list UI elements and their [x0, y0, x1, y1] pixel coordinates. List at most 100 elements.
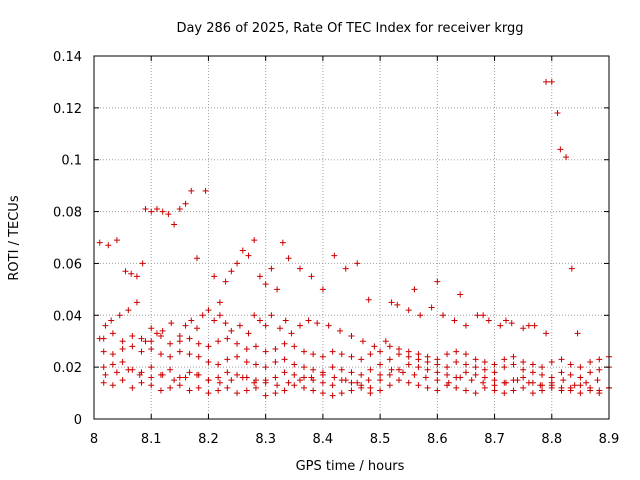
data-point [453, 348, 460, 355]
data-point [119, 338, 126, 345]
data-point [301, 384, 308, 391]
data-point [377, 387, 384, 394]
data-point [125, 366, 132, 373]
data-point [395, 345, 402, 352]
data-point [329, 392, 336, 399]
data-point [481, 358, 488, 365]
data-point [587, 387, 594, 394]
data-point [136, 371, 143, 378]
data-point [274, 382, 281, 389]
data-point [348, 333, 355, 340]
data-point [514, 377, 521, 384]
data-point [520, 366, 527, 373]
data-point [462, 387, 469, 394]
x-tick-label: 8.2 [198, 432, 219, 447]
data-point [434, 361, 441, 368]
data-point [319, 390, 326, 397]
data-point [558, 356, 565, 363]
data-point [358, 356, 365, 363]
data-point [567, 371, 574, 378]
data-point [133, 273, 140, 280]
data-point [148, 338, 155, 345]
data-point [308, 273, 315, 280]
data-point [195, 340, 202, 347]
data-point [377, 377, 384, 384]
data-point [596, 390, 603, 397]
data-point [539, 387, 546, 394]
data-point [548, 358, 555, 365]
data-point [279, 239, 286, 246]
data-point [358, 384, 365, 391]
data-point [291, 371, 298, 378]
chart-title: Day 286 of 2025, Rate Of TEC Index for r… [176, 21, 523, 36]
y-tick-label: 0.08 [53, 206, 82, 221]
data-point [462, 351, 469, 358]
data-point [109, 382, 116, 389]
data-point [195, 353, 202, 360]
data-point [325, 322, 332, 329]
data-point [171, 377, 178, 384]
data-point [297, 377, 303, 384]
data-point [453, 358, 460, 365]
x-tick-label: 8.7 [484, 432, 505, 447]
data-point [434, 377, 441, 384]
data-point [501, 356, 508, 363]
data-point [202, 187, 209, 194]
data-point [119, 377, 126, 384]
data-point [262, 377, 269, 384]
data-point [234, 371, 241, 378]
data-point [491, 377, 498, 384]
data-point [215, 338, 222, 345]
data-point [215, 387, 222, 394]
data-point [386, 343, 393, 350]
data-point [568, 265, 575, 272]
data-point [195, 384, 202, 391]
data-point [358, 371, 365, 378]
data-point [194, 325, 200, 332]
data-point [291, 382, 298, 389]
data-point [359, 338, 366, 345]
data-point [297, 322, 303, 329]
data-point [215, 361, 222, 368]
data-point [377, 371, 384, 378]
data-point [113, 237, 120, 244]
data-point [365, 377, 372, 384]
x-tick-label: 8 [90, 432, 98, 447]
data-point [109, 361, 116, 368]
data-point [100, 348, 107, 355]
x-tick-label: 8.8 [541, 432, 562, 447]
data-point [268, 265, 275, 272]
data-point [405, 353, 412, 360]
data-point [96, 239, 103, 246]
data-point [548, 78, 555, 85]
data-point [205, 358, 212, 365]
data-point [138, 335, 145, 342]
data-point [159, 208, 166, 215]
y-tick-label: 0.04 [53, 309, 82, 324]
data-point [243, 358, 250, 365]
data-point [440, 312, 447, 319]
data-point [159, 327, 166, 334]
data-point [480, 312, 487, 319]
data-point [157, 387, 164, 394]
data-point [434, 387, 441, 394]
x-axis-label: GPS time / hours [296, 459, 405, 474]
data-point [531, 322, 538, 329]
data-point [176, 374, 183, 381]
data-point [245, 330, 252, 337]
data-point [424, 353, 431, 360]
data-point [587, 369, 594, 376]
data-point [367, 390, 374, 397]
y-tick-label: 0.12 [53, 102, 82, 117]
data-point [148, 208, 155, 215]
data-point [388, 299, 395, 306]
data-point [342, 377, 349, 384]
data-point [228, 377, 235, 384]
data-point [558, 369, 565, 376]
data-point [274, 286, 281, 293]
data-point [415, 356, 422, 363]
data-point [424, 366, 431, 373]
data-point [276, 325, 283, 332]
data-point [567, 361, 574, 368]
data-point [445, 379, 452, 386]
